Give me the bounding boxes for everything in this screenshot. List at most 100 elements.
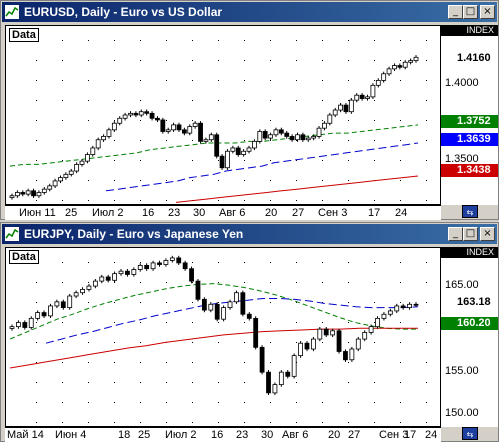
candle-body	[90, 147, 96, 155]
grid-dot	[62, 362, 63, 363]
candle-body	[41, 312, 47, 317]
candle-body	[144, 111, 150, 114]
candle-body	[20, 192, 26, 195]
candle-body	[157, 262, 162, 265]
grid-dot	[426, 180, 427, 181]
price-tag-ma-green: 1.3752	[441, 115, 498, 128]
scroll-to-end-button[interactable]: ⇆	[462, 205, 478, 218]
grid-dot	[218, 200, 219, 201]
grid-dot	[348, 80, 349, 81]
price-scale: INDEX 1.4000 1.3500 1.4160 1.3752 1.3639…	[441, 25, 498, 205]
candle-body	[14, 192, 20, 197]
grid-dot	[140, 120, 141, 121]
grid-dot	[166, 382, 167, 383]
grid-dot	[218, 160, 219, 161]
title-bar[interactable]: EURUSD, Daily - Euro vs US Dollar _ □ ×	[2, 2, 497, 22]
candle-body	[176, 124, 182, 131]
grid-dot	[426, 262, 427, 263]
chart-window-eurjpy[interactable]: EURJPY, Daily - Euro vs Japanese Yen _ □…	[0, 222, 499, 442]
grid-dot	[322, 140, 323, 141]
maximize-button[interactable]: □	[463, 5, 478, 19]
candle-body	[118, 270, 124, 275]
candle-body	[187, 126, 193, 134]
candle-body	[47, 185, 53, 190]
grid-dot	[140, 140, 141, 141]
grid-dot	[192, 282, 193, 283]
title-bar[interactable]: EURJPY, Daily - Euro vs Japanese Yen _ □…	[2, 224, 497, 244]
grid-dot	[400, 282, 401, 283]
price-scale: INDEX 165.00 155.00 150.00 163.18 160.20	[441, 247, 498, 427]
maximize-button[interactable]: □	[463, 227, 478, 241]
candle-body	[111, 122, 117, 131]
minimize-button[interactable]: _	[448, 227, 463, 241]
grid-dot	[400, 342, 401, 343]
scroll-to-end-button[interactable]: ⇆	[462, 427, 478, 440]
grid-dot	[244, 322, 245, 323]
minimize-button[interactable]: _	[448, 5, 463, 19]
candle-body	[298, 342, 303, 357]
candle-body	[354, 94, 360, 101]
close-button[interactable]: ×	[480, 5, 495, 19]
candle-body	[408, 60, 414, 63]
grid-dot	[166, 282, 167, 283]
candle-body	[181, 129, 187, 134]
grid-dot	[166, 100, 167, 101]
grid-dot	[244, 180, 245, 181]
candle-body	[203, 139, 209, 142]
candle-body	[25, 190, 31, 195]
candle-body	[330, 330, 336, 336]
grid-dot	[296, 302, 297, 303]
candle-body	[58, 177, 63, 182]
grid-dot	[192, 60, 193, 61]
grid-dot	[166, 362, 167, 363]
candle-body	[182, 262, 188, 270]
grid-dot	[62, 342, 63, 343]
price-plot[interactable]: Data	[5, 247, 441, 427]
price-tag-ma-green: 160.20	[441, 317, 498, 330]
grid-dot	[296, 100, 297, 101]
grid-dot	[36, 180, 37, 181]
grid-dot	[218, 302, 219, 303]
candle-body	[221, 307, 227, 320]
candle-body	[201, 298, 207, 311]
y-tick: 155.00	[445, 365, 479, 377]
grid-dot	[348, 322, 349, 323]
candle-body	[28, 317, 34, 328]
grid-dot	[62, 322, 63, 323]
grid-dot	[36, 302, 37, 303]
price-plot[interactable]: Data	[5, 25, 441, 205]
grid-dot	[374, 302, 375, 303]
grid-dot	[140, 180, 141, 181]
candle-body	[235, 147, 241, 155]
close-button[interactable]: ×	[480, 227, 495, 241]
grid-dot	[244, 120, 245, 121]
grid-dot	[192, 140, 193, 141]
x-tick-label: 20	[265, 207, 278, 219]
candle-body	[192, 122, 198, 127]
candle-body	[41, 188, 47, 193]
grid-dot	[88, 322, 89, 323]
grid-dot	[166, 302, 167, 303]
candle-body	[246, 313, 252, 319]
candle-body	[95, 139, 101, 149]
grid-dot	[322, 342, 323, 343]
grid-dot	[348, 342, 349, 343]
grid-dot	[374, 100, 375, 101]
grid-dot	[296, 262, 297, 263]
grid-dot	[244, 160, 245, 161]
candle-body	[311, 136, 317, 139]
candle-body	[375, 79, 381, 86]
grid-dot	[322, 322, 323, 323]
grid-dot	[166, 422, 167, 423]
chart-window-eurusd[interactable]: EURUSD, Daily - Euro vs US Dollar _ □ × …	[0, 0, 499, 220]
grid-dot	[322, 302, 323, 303]
grid-dot	[426, 322, 427, 323]
grid-dot	[192, 80, 193, 81]
candle-body	[80, 288, 85, 294]
grid-dot	[36, 282, 37, 283]
candle-body	[285, 371, 291, 377]
price-tag-ma-blue: 1.3639	[441, 133, 498, 146]
grid-dot	[88, 120, 89, 121]
grid-dot	[426, 382, 427, 383]
grid-dot	[62, 200, 63, 201]
